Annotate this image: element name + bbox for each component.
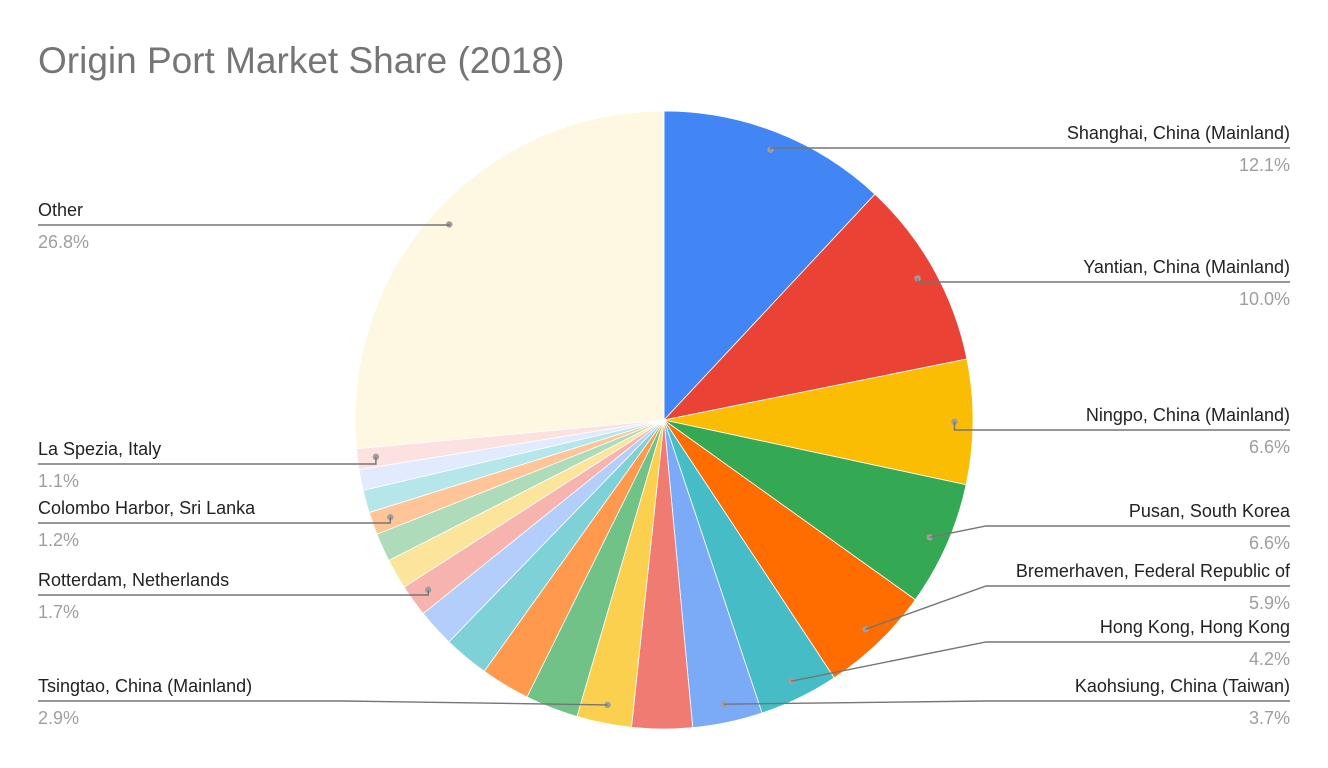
slice-label-ningpo-china-mainland: Ningpo, China (Mainland) (1086, 405, 1290, 425)
leader-line-bremerhaven-federal-republic-of (865, 585, 1290, 630)
slice-label-bremerhaven-federal-republic-of: Bremerhaven, Federal Republic of (1016, 561, 1291, 581)
pie-slices (354, 110, 974, 730)
slice-shanghai-china-mainland (663, 110, 876, 422)
leader-line-rotterdam-netherlands (38, 589, 429, 596)
slice-pct-colombo-harbor-sri-lanka: 1.2% (38, 530, 79, 550)
leader-line-ningpo-china-mainland (953, 421, 1290, 431)
leader-line-yantian-china-mainland (916, 278, 1290, 283)
chart-title: Origin Port Market Share (2018) (38, 40, 565, 81)
slice-label-shanghai-china-mainland: Shanghai, China (Mainland) (1067, 123, 1290, 143)
leader-line-colombo-harbor-sri-lanka (38, 517, 392, 524)
slice-label-hong-kong-hong-kong: Hong Kong, Hong Kong (1100, 617, 1290, 637)
slice-pct-hong-kong-hong-kong: 4.2% (1249, 649, 1290, 669)
slice-label-rotterdam-netherlands: Rotterdam, Netherlands (38, 570, 229, 590)
slice-pct-ningpo-china-mainland: 6.6% (1249, 437, 1290, 457)
slice-pct-yantian-china-mainland: 10.0% (1239, 289, 1290, 309)
slice-pct-la-spezia-italy: 1.1% (38, 471, 79, 491)
leader-lines (38, 146, 1290, 709)
leader-line-hong-kong-hong-kong (791, 641, 1290, 682)
slice-pusan-south-korea (663, 419, 967, 601)
leader-line-pusan-south-korea (929, 525, 1290, 539)
slice-label-kaohsiung-china-taiwan: Kaohsiung, China (Taiwan) (1075, 676, 1290, 696)
slice-pct-rotterdam-netherlands: 1.7% (38, 602, 79, 622)
leader-line-la-spezia-italy (38, 456, 377, 465)
leader-line-shanghai-china-mainland (769, 147, 1290, 150)
slice-pct-kaohsiung-china-taiwan: 3.7% (1249, 708, 1290, 728)
leader-line-tsingtao-china-mainland (38, 700, 608, 706)
slice-label-la-spezia-italy: La Spezia, Italy (38, 439, 161, 459)
slice-label-other: Other (38, 200, 83, 220)
leader-line-other (38, 224, 450, 226)
slice-pct-other: 26.8% (38, 232, 89, 252)
slice-yantian-china-mainland (662, 193, 968, 421)
slice-label-tsingtao-china-mainland: Tsingtao, China (Mainland) (38, 676, 252, 696)
slice-pct-shanghai-china-mainland: 12.1% (1239, 155, 1290, 175)
slice-label-pusan-south-korea: Pusan, South Korea (1129, 501, 1291, 521)
leader-line-kaohsiung-china-taiwan (723, 700, 1290, 705)
slice-pct-tsingtao-china-mainland: 2.9% (38, 708, 79, 728)
slice-label-yantian-china-mainland: Yantian, China (Mainland) (1083, 257, 1290, 277)
slice-labels: Shanghai, China (Mainland) 12.1% Yantian, … (38, 123, 1291, 728)
slice-ningpo-china-mainland (663, 358, 974, 486)
slice-pct-pusan-south-korea: 6.6% (1249, 533, 1290, 553)
slice-pct-bremerhaven-federal-republic-of: 5.9% (1249, 593, 1290, 613)
slice-label-colombo-harbor-sri-lanka: Colombo Harbor, Sri Lanka (38, 498, 256, 518)
slice-other (354, 110, 665, 450)
